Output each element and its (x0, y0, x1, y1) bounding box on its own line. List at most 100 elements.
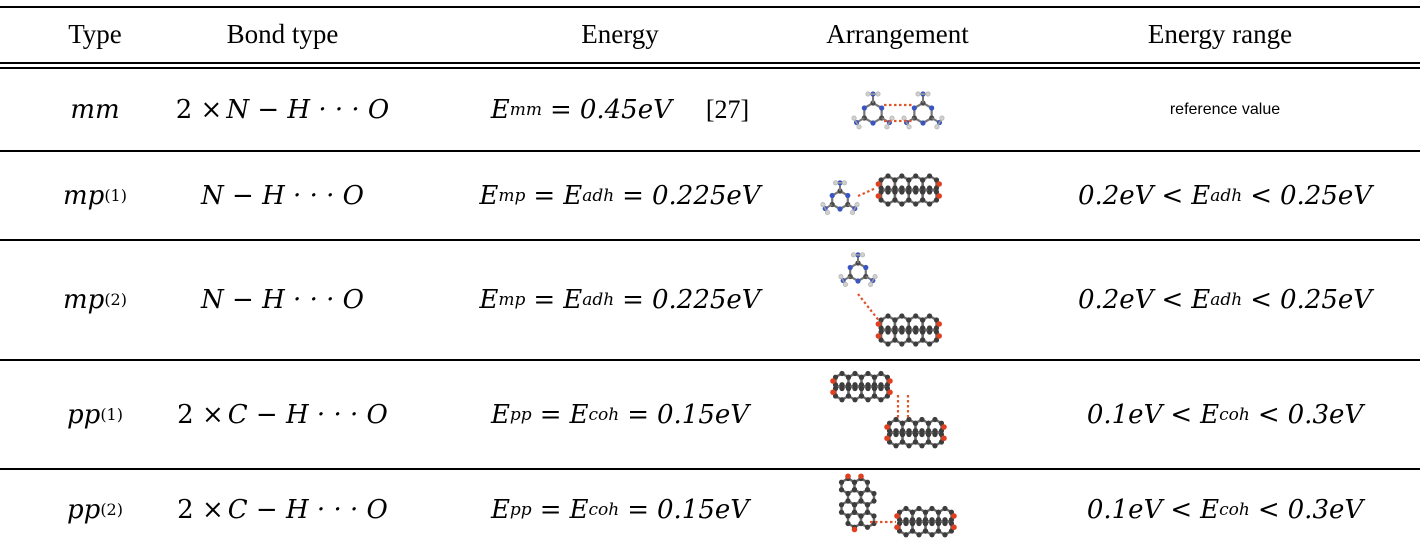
bond-type-cell: N − H · · · O (165, 241, 400, 359)
bond-type-cell: 2 × C − H · · · O (165, 361, 400, 468)
math-operator: < (1250, 180, 1272, 211)
math-operator: < (1257, 399, 1280, 430)
bond-formula: N − H · · · O (201, 285, 364, 315)
bond-multiplier: 2 × (177, 399, 224, 430)
range-variable: E (1200, 495, 1220, 525)
math-operator: < (1161, 180, 1184, 211)
bond-type-cell: 2 × C − H · · · O (165, 470, 400, 550)
energy-symbol: E (479, 285, 499, 315)
type-cell: mp (2) (63, 285, 127, 315)
energy-value: 0.15eV (656, 399, 750, 430)
type-symbol: pp (67, 399, 101, 430)
math-operator: < (1250, 285, 1272, 315)
math-operator: < (1257, 495, 1280, 525)
math-operator: = (533, 285, 556, 315)
range-lower-bound: 0.2eV (1077, 285, 1154, 315)
header-double-rule-upper (0, 62, 1420, 64)
energy-value: 0.45eV (579, 94, 672, 125)
bond-formula: N − H · · · O (226, 94, 390, 125)
top-rule (0, 6, 1420, 8)
header-arrangement: Arrangement (826, 18, 969, 49)
bond-type-cell: 2 × N − H · · · O (165, 69, 400, 150)
energy-value: 0.225eV (651, 285, 761, 315)
energy-value: 0.15eV (656, 495, 750, 525)
header-bond-type: Bond type (226, 18, 339, 49)
energy-symbol: E (569, 495, 589, 525)
bond-formula: C − H · · · O (227, 495, 388, 525)
arrangement-cell (800, 470, 995, 550)
math-operator: < (1170, 495, 1193, 525)
header-double-rule-lower (0, 67, 1420, 69)
energy-range-text: reference value (1169, 100, 1281, 118)
range-upper-bound: 0.3eV (1287, 399, 1364, 430)
type-symbol: pp (67, 495, 101, 525)
range-variable: E (1200, 399, 1220, 430)
range-upper-bound: 0.25eV (1280, 285, 1373, 315)
header-type: Type (68, 18, 122, 49)
row-divider (0, 150, 1420, 152)
arrangement-cell (800, 69, 995, 150)
arrangement-cell (800, 361, 995, 468)
melamine-ptcda-diagonal-molecule-icon (837, 252, 942, 347)
math-operator: = (622, 285, 644, 315)
type-cell: mm (40, 69, 150, 150)
header-energy: Energy (581, 18, 659, 49)
range-lower-bound: 0.1eV (1086, 399, 1163, 430)
row-divider (0, 359, 1420, 361)
type-symbol: mp (63, 285, 105, 315)
range-lower-bound: 0.1eV (1086, 495, 1163, 525)
header-energy-range: Energy range (1147, 18, 1293, 49)
row-divider (0, 468, 1420, 470)
range-lower-bound: 0.2eV (1077, 180, 1154, 211)
math-operator: = (539, 495, 562, 525)
math-operator: = (539, 399, 562, 430)
range-variable: E (1191, 180, 1211, 211)
energy-symbol: E (490, 495, 510, 525)
energy-range-cell: reference value (1040, 69, 1410, 150)
bond-formula: C − H · · · O (227, 399, 388, 430)
range-upper-bound: 0.25eV (1280, 180, 1373, 211)
ptcda-dimer-stacked-molecule-icon (829, 370, 947, 449)
type-cell: pp (1) (67, 399, 123, 430)
energy-symbol: E (569, 399, 589, 430)
bond-multiplier: 2 × (177, 495, 224, 525)
math-operator: = (627, 495, 649, 525)
energy-symbol: E (563, 180, 583, 211)
arrangement-cell (800, 152, 995, 239)
math-operator: = (622, 180, 644, 211)
energy-value: 0.225eV (651, 180, 761, 211)
melamine-dimer-molecule-icon (851, 91, 944, 130)
range-upper-bound: 0.3eV (1287, 495, 1364, 525)
bond-formula: N − H · · · O (201, 180, 364, 211)
ptcda-dimer-perpendicular-molecule-icon (838, 473, 957, 538)
energy-symbol: E (490, 94, 510, 125)
bond-multiplier: 2 × (175, 94, 223, 125)
energy-symbol: E (490, 399, 510, 430)
type-cell: mp (1) (63, 180, 127, 211)
energy-symbol: E (479, 180, 499, 211)
type-symbol: mm (70, 94, 120, 125)
citation: [27] (705, 94, 750, 124)
arrangement-cell (800, 241, 995, 359)
math-operator: < (1161, 285, 1184, 315)
bond-type-cell: N − H · · · O (165, 152, 400, 239)
math-operator: < (1170, 399, 1193, 430)
type-cell: pp (2) (67, 495, 123, 525)
range-variable: E (1191, 285, 1211, 315)
math-operator: = (550, 94, 572, 125)
row-divider (0, 239, 1420, 241)
math-operator: = (533, 180, 556, 211)
type-symbol: mp (63, 180, 105, 211)
energy-symbol: E (563, 285, 583, 315)
melamine-ptcda-molecule-icon (819, 173, 942, 215)
math-operator: = (627, 399, 649, 430)
